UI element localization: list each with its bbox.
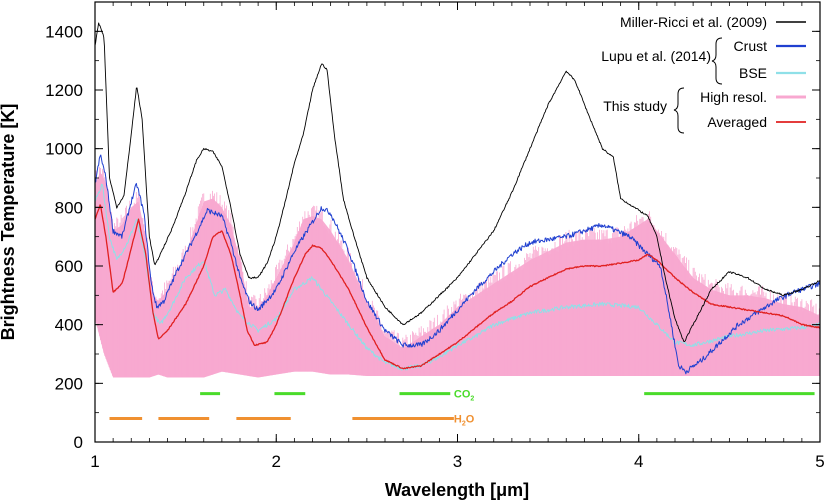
x-tick-label: 5	[815, 452, 824, 471]
axis-ticks-layer: 1 2 3 4 5 0 200 400 600 800 1000 1200 1400	[45, 1, 825, 471]
plot-content	[95, 22, 820, 378]
legend-label-averaged: Averaged	[707, 114, 767, 130]
x-axis-title: Wavelength [μm]	[385, 480, 529, 500]
legend-label-crust: Crust	[734, 38, 768, 54]
y-tick-label: 800	[55, 198, 83, 217]
y-tick-label: 1400	[45, 22, 83, 41]
series-line-bse	[95, 183, 820, 371]
legend-label-high-resol: High resol.	[700, 89, 767, 105]
legend: Miller-Ricci et al. (2009) Lupu et al. (…	[601, 14, 806, 134]
legend-label-bse: BSE	[739, 65, 767, 81]
x-tick-label: 2	[272, 452, 281, 471]
series-line-averaged	[95, 204, 820, 370]
absorption-bands-layer: CO2 H2O	[109, 389, 815, 428]
legend-brace-lupu	[711, 37, 723, 85]
x-tick-label: 3	[453, 452, 462, 471]
y-axis-title: Brightness Temperature [K]	[0, 104, 18, 341]
x-tick-label: 1	[90, 452, 99, 471]
series-layer	[95, 22, 820, 375]
legend-group-label-this-study: This study	[603, 98, 667, 114]
y-tick-label: 600	[55, 257, 83, 276]
plot-area: CO2 H2O 1 2 3 4 5 0 200 400 600 800 1000 1200 1400	[45, 1, 825, 471]
x-tick-label: 4	[634, 452, 643, 471]
series-line-miller-ricci-et-al-2009	[95, 22, 820, 342]
y-tick-label: 0	[74, 433, 83, 452]
legend-brace-this-study	[673, 87, 685, 134]
y-tick-label: 1000	[45, 140, 83, 159]
legend-group-label-lupu: Lupu et al. (2014)	[601, 48, 711, 64]
y-tick-label: 400	[55, 316, 83, 335]
legend-label-miller-ricci: Miller-Ricci et al. (2009)	[620, 14, 767, 30]
absorption-band-label-co2: CO2	[454, 389, 475, 403]
series-line-crust	[95, 154, 820, 375]
y-tick-label: 200	[55, 374, 83, 393]
absorption-band-label-h2o: H2O	[454, 414, 475, 428]
y-tick-label: 1200	[45, 81, 83, 100]
